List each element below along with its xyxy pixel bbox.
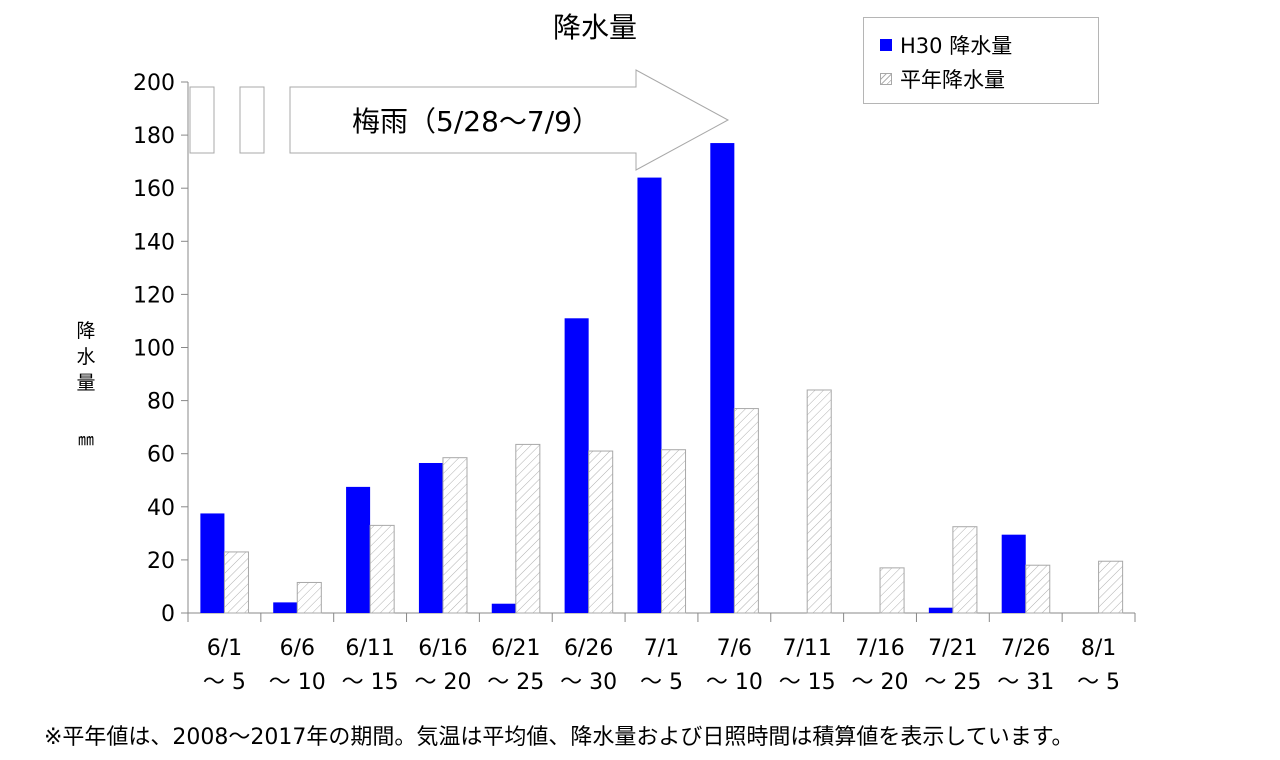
- bar-normal: [296, 581, 322, 614]
- y-tick-label: 160: [133, 177, 175, 202]
- bar-h30: [491, 603, 516, 613]
- x-tick-label-end: 〜 15: [342, 670, 399, 695]
- x-tick-label-end: 〜 20: [414, 670, 471, 695]
- x-tick-label-start: 7/6: [717, 636, 752, 661]
- x-tick-label-start: 6/11: [345, 636, 394, 661]
- bar-normal: [515, 443, 541, 614]
- bar-normal: [1025, 564, 1051, 614]
- x-tick-label-start: 7/16: [855, 636, 904, 661]
- legend-item-normal: 平年降水量: [880, 64, 1005, 94]
- x-tick-label-end: 〜 15: [779, 670, 836, 695]
- y-tick-label: 200: [133, 71, 175, 96]
- x-tick-label-start: 6/21: [491, 636, 540, 661]
- legend-swatch-h30: [880, 39, 892, 51]
- x-tick-label-end: 〜 5: [640, 670, 683, 695]
- x-tick-label-start: 6/1: [207, 636, 242, 661]
- bar-h30: [710, 143, 735, 613]
- legend: H30 降水量 平年降水量: [863, 17, 1099, 104]
- season-marker-box-1: [189, 86, 215, 154]
- x-tick-label-end: 〜 5: [203, 670, 246, 695]
- x-tick-label-start: 7/1: [644, 636, 679, 661]
- bar-normal: [369, 524, 395, 614]
- y-tick-label: 0: [161, 602, 175, 627]
- y-tick-label: 180: [133, 124, 175, 149]
- season-marker-box-2: [239, 86, 265, 154]
- bar-h30: [1001, 534, 1026, 613]
- bar-normal: [223, 551, 249, 614]
- y-axis-label-text: 降水量: [74, 318, 98, 396]
- legend-item-h30: H30 降水量: [880, 30, 1012, 60]
- bar-normal: [952, 526, 978, 614]
- bar-h30: [928, 607, 953, 613]
- bar-normal: [733, 408, 759, 614]
- y-axis-label-char: 水: [76, 346, 96, 368]
- y-tick-label: 80: [147, 390, 175, 415]
- x-tick-label-start: 7/11: [782, 636, 831, 661]
- bar-h30: [273, 602, 298, 613]
- x-tick-label-end: 〜 10: [706, 670, 763, 695]
- x-tick-label-start: 6/6: [280, 636, 315, 661]
- legend-label-h30: H30 降水量: [900, 34, 1013, 58]
- bar-normal: [806, 389, 832, 614]
- x-tick-label-end: 〜 10: [269, 670, 326, 695]
- bar-h30: [564, 318, 589, 613]
- y-axis-label: 降水量: [74, 318, 98, 396]
- x-tick-label-start: 6/26: [564, 636, 613, 661]
- y-tick-label: 60: [147, 443, 175, 468]
- x-tick-label-start: 6/16: [418, 636, 467, 661]
- y-tick-label: 100: [133, 337, 175, 362]
- y-axis-label-char: 降: [76, 320, 96, 342]
- footnote: ※平年値は、2008〜2017年の期間。気温は平均値、降水量および日照時間は積算…: [44, 725, 1074, 750]
- y-axis-unit: ㎜: [77, 430, 94, 449]
- bar-h30: [418, 462, 443, 613]
- bar-normal: [442, 457, 468, 614]
- x-tick-label-end: 〜 25: [924, 670, 981, 695]
- bar-normal: [661, 449, 687, 614]
- x-tick-label-start: 7/26: [1001, 636, 1050, 661]
- legend-swatch-normal: [880, 73, 892, 85]
- x-tick-label-end: 〜 30: [560, 670, 617, 695]
- bar-normal: [1098, 560, 1124, 614]
- bar-h30: [346, 486, 371, 613]
- bar-normal: [879, 567, 905, 614]
- x-tick-label-start: 7/21: [928, 636, 977, 661]
- bar-h30: [200, 513, 225, 613]
- y-tick-label: 140: [133, 230, 175, 255]
- y-tick-label: 120: [133, 283, 175, 308]
- x-tick-label-end: 〜 25: [487, 670, 544, 695]
- rainy-season-arrow: [289, 69, 730, 171]
- legend-label-normal: 平年降水量: [900, 68, 1005, 92]
- x-tick-label-start: 8/1: [1081, 636, 1116, 661]
- y-tick-label: 20: [147, 549, 175, 574]
- x-tick-label-end: 〜 5: [1077, 670, 1120, 695]
- y-tick-label: 40: [147, 496, 175, 521]
- bar-h30: [637, 177, 662, 613]
- y-axis-label-char: 量: [76, 372, 96, 394]
- chart-title: 降水量: [552, 11, 637, 44]
- rainy-season-label: 梅雨（5/28〜7/9）: [352, 105, 600, 138]
- bar-normal: [588, 450, 614, 614]
- x-tick-label-end: 〜 31: [997, 670, 1054, 695]
- rainy-season-annotation: 梅雨（5/28〜7/9）: [189, 69, 730, 171]
- x-tick-label-end: 〜 20: [852, 670, 909, 695]
